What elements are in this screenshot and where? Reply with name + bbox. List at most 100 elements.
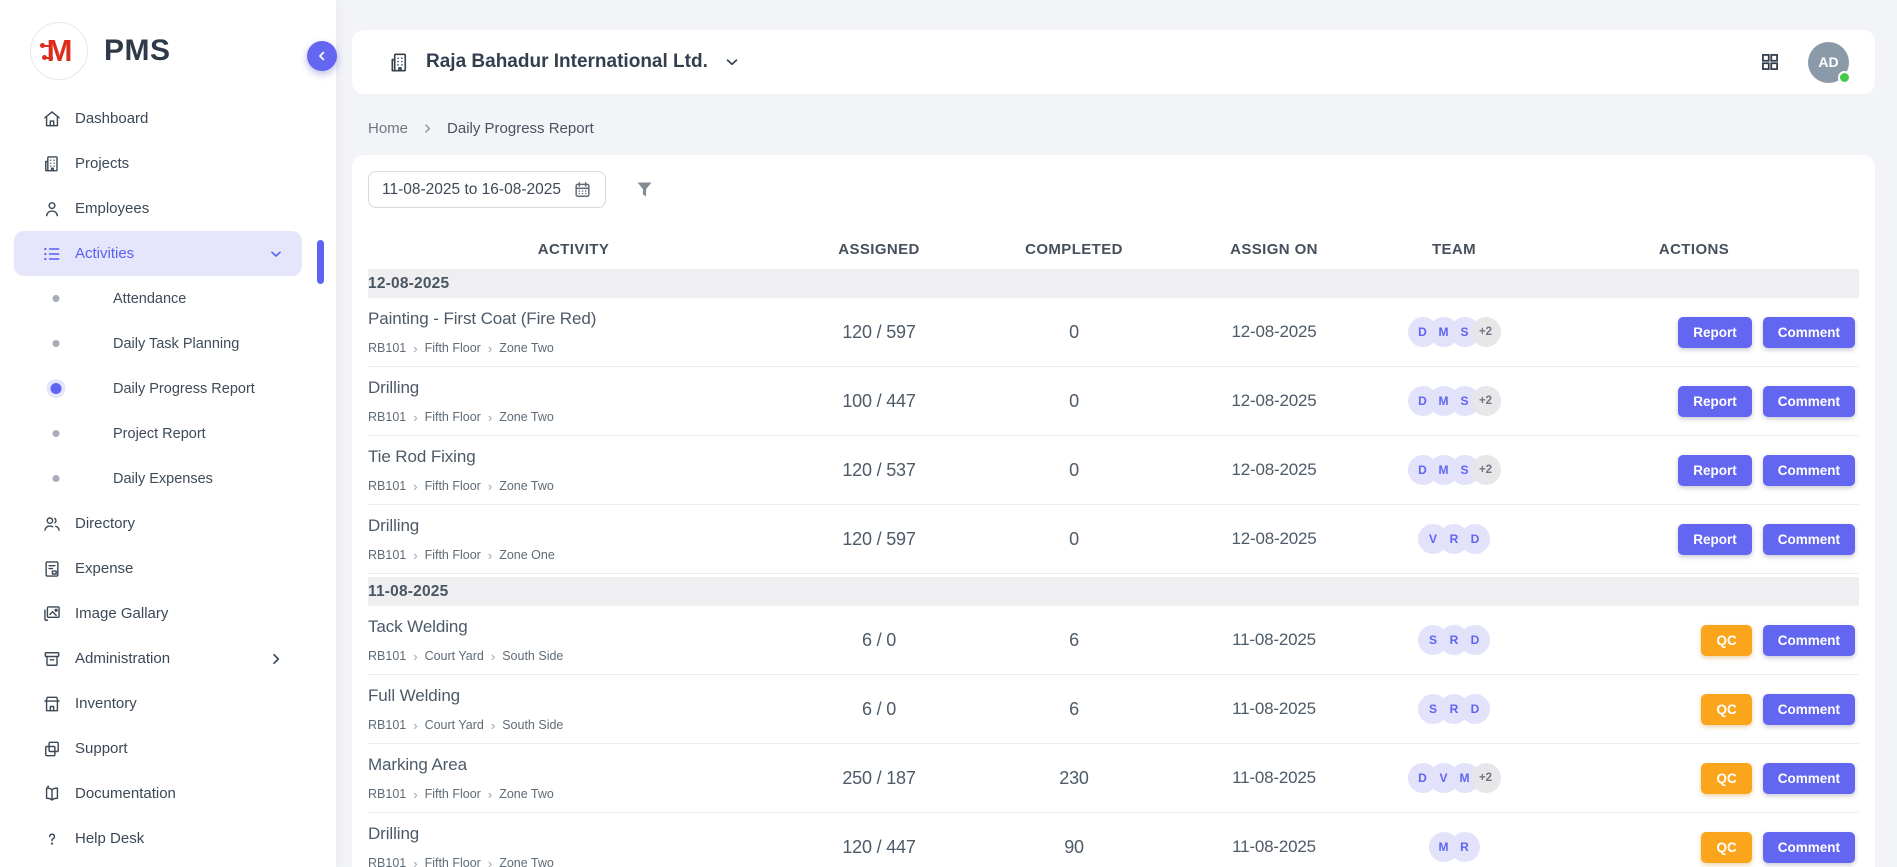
sidebar-item-directory[interactable]: Directory	[14, 501, 302, 546]
chevron-down-icon	[268, 246, 284, 262]
qc-button[interactable]: QC	[1701, 625, 1751, 656]
assign-on-date: 11-08-2025	[1169, 837, 1379, 857]
sidebar-item-inventory[interactable]: Inventory	[14, 681, 302, 726]
sidebar-item-activities[interactable]: Activities	[14, 231, 302, 276]
sidebar-item-projects[interactable]: Projects	[14, 141, 302, 186]
activity-location-path: RB101›Court Yard›South Side	[368, 718, 769, 732]
qc-button[interactable]: QC	[1701, 694, 1751, 725]
activity-location-path: RB101›Fifth Floor›Zone Two	[368, 410, 769, 424]
chevron-right-icon: ›	[413, 411, 417, 424]
sidebar-item-dashboard[interactable]: Dashboard	[14, 96, 302, 141]
actions-cell: QC Comment	[1529, 763, 1859, 794]
actions-cell: Report Comment	[1529, 317, 1859, 348]
date-range-input[interactable]: 11-08-2025 to 16-08-2025	[368, 171, 606, 208]
main-card: 11-08-2025 to 16-08-2025 ACTIVITY ASSIGN…	[352, 155, 1875, 867]
bullet-dot-icon	[51, 383, 62, 394]
comment-button[interactable]: Comment	[1763, 524, 1855, 555]
chevron-right-icon	[421, 122, 434, 135]
building-icon	[42, 154, 62, 174]
sidebar-item-label: Expense	[75, 560, 133, 577]
team-extra-count[interactable]: +2	[1471, 455, 1501, 485]
qc-button[interactable]: QC	[1701, 763, 1751, 794]
chevron-right-icon: ›	[413, 719, 417, 732]
users-icon	[42, 514, 62, 534]
team-extra-count[interactable]: +2	[1471, 386, 1501, 416]
team-member-avatar[interactable]: R	[1450, 832, 1480, 862]
top-bar: Raja Bahadur International Ltd. AD	[352, 30, 1875, 94]
report-button[interactable]: Report	[1678, 524, 1752, 555]
comment-button[interactable]: Comment	[1763, 694, 1855, 725]
comment-button[interactable]: Comment	[1763, 625, 1855, 656]
team-cell: SRD	[1379, 625, 1529, 655]
team-member-avatar[interactable]: D	[1460, 524, 1490, 554]
comment-button[interactable]: Comment	[1763, 317, 1855, 348]
actions-cell: Report Comment	[1529, 386, 1859, 417]
sidebar-item-help-desk[interactable]: Help Desk	[14, 816, 302, 861]
assigned-value: 120 / 597	[779, 529, 979, 550]
report-button[interactable]: Report	[1678, 386, 1752, 417]
sidebar-item-support[interactable]: Support	[14, 726, 302, 771]
sidebar-item-image-gallary[interactable]: Image Gallary	[14, 591, 302, 636]
activity-cell: Marking Area RB101›Fifth Floor›Zone Two	[368, 744, 779, 812]
team-extra-count[interactable]: +2	[1471, 763, 1501, 793]
sidebar-subitem-daily-expenses[interactable]: Daily Expenses	[0, 456, 336, 501]
assigned-value: 6 / 0	[779, 699, 979, 720]
report-button[interactable]: Report	[1678, 317, 1752, 348]
sidebar-item-administration[interactable]: Administration	[14, 636, 302, 681]
user-avatar[interactable]: AD	[1808, 42, 1849, 83]
sidebar: M PMS DashboardProjectsEmployeesActiviti…	[0, 0, 336, 867]
assign-on-date: 11-08-2025	[1169, 768, 1379, 788]
sidebar-item-label: Directory	[75, 515, 135, 532]
sidebar-item-employees[interactable]: Employees	[14, 186, 302, 231]
company-name: Raja Bahadur International Ltd.	[426, 51, 708, 73]
sidebar-item-label: Dashboard	[75, 110, 148, 127]
apps-grid-icon[interactable]	[1760, 52, 1780, 72]
assign-on-date: 11-08-2025	[1169, 699, 1379, 719]
activity-title: Marking Area	[368, 755, 769, 775]
team-extra-count[interactable]: +2	[1471, 317, 1501, 347]
chevron-right-icon: ›	[488, 857, 492, 867]
sidebar-item-expense[interactable]: Expense	[14, 546, 302, 591]
completed-value: 0	[979, 460, 1169, 481]
path-segment: Fifth Floor	[425, 856, 481, 867]
chevron-right-icon: ›	[488, 411, 492, 424]
completed-value: 6	[979, 630, 1169, 651]
activity-location-path: RB101›Fifth Floor›Zone Two	[368, 787, 769, 801]
filter-funnel-icon[interactable]	[634, 179, 655, 200]
breadcrumb-home[interactable]: Home	[368, 120, 408, 137]
archive-icon	[42, 649, 62, 669]
sidebar-subitem-project-report[interactable]: Project Report	[0, 411, 336, 456]
sidebar-subitem-daily-progress-report[interactable]: Daily Progress Report	[0, 366, 336, 411]
assign-on-date: 11-08-2025	[1169, 630, 1379, 650]
bullet-dot-icon	[53, 475, 60, 482]
table-row: Tack Welding RB101›Court Yard›South Side…	[368, 606, 1859, 675]
team-member-avatar[interactable]: D	[1460, 625, 1490, 655]
chevron-right-icon: ›	[413, 650, 417, 663]
comment-button[interactable]: Comment	[1763, 832, 1855, 863]
brand-logo: M	[30, 22, 88, 80]
bullet-dot-icon	[53, 340, 60, 347]
qc-button[interactable]: QC	[1701, 832, 1751, 863]
sidebar-collapse-button[interactable]	[307, 41, 337, 71]
report-button[interactable]: Report	[1678, 455, 1752, 486]
comment-button[interactable]: Comment	[1763, 386, 1855, 417]
online-status-dot	[1838, 71, 1851, 84]
path-segment: Zone Two	[499, 410, 554, 424]
sidebar-item-documentation[interactable]: Documentation	[14, 771, 302, 816]
sidebar-subitem-label: Daily Expenses	[0, 471, 213, 487]
comment-button[interactable]: Comment	[1763, 763, 1855, 794]
table-row: Drilling RB101›Fifth Floor›Zone Two 120 …	[368, 813, 1859, 867]
comment-button[interactable]: Comment	[1763, 455, 1855, 486]
company-selector[interactable]: Raja Bahadur International Ltd.	[388, 51, 741, 74]
team-member-avatar[interactable]: D	[1460, 694, 1490, 724]
sidebar-item-label: Employees	[75, 200, 149, 217]
path-segment: Fifth Floor	[425, 341, 481, 355]
sidebar-subitem-attendance[interactable]: Attendance	[0, 276, 336, 321]
sidebar-subitem-daily-task-planning[interactable]: Daily Task Planning	[0, 321, 336, 366]
group-date: 12-08-2025	[368, 275, 449, 293]
user-icon	[42, 199, 62, 219]
assigned-value: 120 / 447	[779, 837, 979, 858]
activity-location-path: RB101›Fifth Floor›Zone Two	[368, 856, 769, 867]
column-header-activity: ACTIVITY	[368, 241, 779, 258]
group-date: 11-08-2025	[368, 583, 448, 601]
